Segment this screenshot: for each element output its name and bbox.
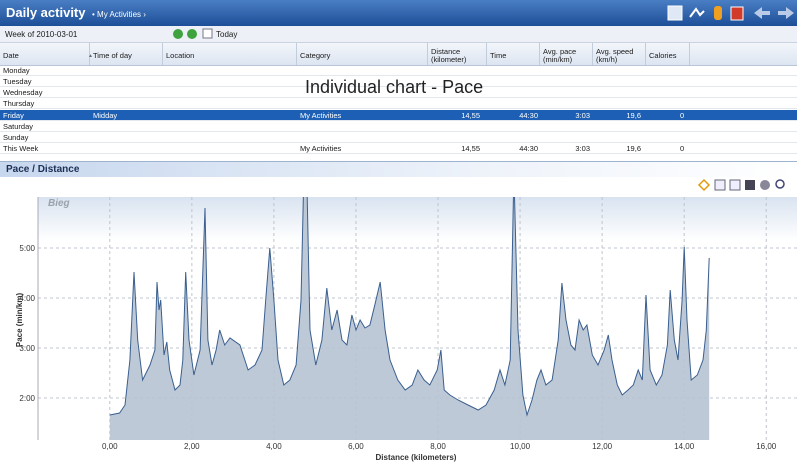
table-row[interactable]: Monday [0,65,797,76]
table-cell: Wednesday [3,88,43,97]
table-cell: Tuesday [3,77,32,86]
column-label: Time of day [93,50,132,60]
table-cell: Saturday [3,122,34,131]
graph-tool[interactable] [729,179,741,191]
x-tick-label: 4,00 [266,442,282,451]
table-row[interactable]: Thursday [0,98,797,109]
column-label: Category [300,50,331,60]
table-cell: 3:03 [575,111,590,120]
area-fill [109,197,710,440]
week-label: Week of 2010-03-01 [5,30,78,39]
table-row[interactable]: Saturday [0,121,797,132]
x-tick-label: 6,00 [348,442,364,451]
table-cell: 0 [680,111,685,120]
y-tick-label: 4:00 [19,294,35,303]
table-body: Monday Tuesday Wednesday Thursday Friday Midd… [0,65,797,159]
column-header[interactable]: Avg. speed (km/h) [593,43,646,65]
table-cell: Monday [3,66,30,75]
today-button[interactable]: Today [216,30,238,39]
week-nav[interactable] [170,27,215,41]
table-cell: 44:30 [519,144,538,153]
table-row[interactable]: Sunday [0,132,797,143]
column-header[interactable]: Distance (kilometer) [428,43,487,65]
x-tick-label: 0,00 [102,442,118,451]
sort-arrow: ▲ [88,52,93,59]
table-cell: Sunday [3,133,29,142]
marker-tool[interactable] [697,178,711,192]
table-cell: 14,55 [461,111,480,120]
column-header[interactable]: Location [163,43,297,65]
y-tick-label: 5:00 [19,244,35,253]
y-axis-title: Pace (min/km) [15,293,24,348]
column-header[interactable]: Avg. pace (min/km) [540,43,593,65]
overlay-caption: Individual chart - Pace [305,77,484,97]
table-row[interactable]: Wednesday [0,87,797,98]
table-cell: This Week [3,144,39,153]
series-label: Bieg [48,198,70,209]
settings-tool[interactable] [760,180,770,190]
book-icon[interactable] [730,6,744,21]
column-header[interactable]: Time [487,43,540,65]
pace-chart: Bieg Distance (kilometers) Pace (min/km)… [15,197,797,462]
table-cell: 19,6 [626,144,641,153]
table-cell: My Activities [300,111,342,120]
person-icon[interactable] [714,6,722,20]
y-tick-label: 2:00 [19,394,35,403]
title-bar: Daily activity • My Activities › [0,0,797,26]
view-title: Daily activity [6,5,86,20]
panel-header: Pace / Distance [0,161,797,177]
x-tick-label: 12,00 [592,442,613,451]
pace-line [109,197,710,417]
table-cell: 14,55 [461,144,480,153]
table-cell: 44:30 [519,111,538,120]
table-cell: Friday [3,111,24,120]
table-cell: 3:03 [575,144,590,153]
table-row[interactable]: Friday Midday My Activities 14,55 44:30 3:03 1… [0,110,797,121]
column-label: Location [166,50,195,60]
week-toolbar: Week of 2010-03-01 Today [0,26,797,43]
table-cell: My Activities [300,144,342,153]
x-tick-label: 10,00 [510,442,531,451]
table-cell: 19,6 [626,111,641,120]
table-header: Date ▲ Time of day Location Category Distance… [0,43,797,66]
save-tool[interactable] [745,180,755,190]
next-week[interactable] [187,29,197,39]
list-icon[interactable] [667,5,683,21]
x-axis-title: Distance (kilometers) [376,453,457,462]
x-tick-label: 8,00 [430,442,446,451]
table-row[interactable]: Tuesday [0,76,797,87]
calendar-icon[interactable] [202,28,213,39]
table-cell: Midday [93,111,118,120]
back-button[interactable] [754,7,770,19]
prev-week[interactable] [173,29,183,39]
breadcrumb[interactable]: • My Activities › [92,10,146,19]
chart-tools[interactable] [695,178,797,193]
table-row[interactable]: This Week My Activities 14,55 44:30 3:03 19,6… [0,143,797,154]
panel-title: Pace / Distance [6,164,80,175]
column-header[interactable]: Time of day [90,43,163,65]
column-header[interactable]: Calories [646,43,690,65]
table-cell: 0 [680,144,685,153]
plot-area [38,197,797,440]
column-label: Date [3,50,19,60]
x-tick-label: 14,00 [674,442,695,451]
x-tick-label: 2,00 [184,442,200,451]
table-cell: Thursday [3,99,35,108]
forward-button[interactable] [778,7,794,19]
column-label: Avg. pace (min/km) [543,46,577,64]
column-header[interactable]: Date ▲ [0,43,93,65]
chart-icon[interactable] [689,7,705,18]
column-label: Time [490,50,507,60]
toolbar-icons[interactable] [660,3,797,23]
y-tick-label: 3:00 [19,344,35,353]
x-tick-label: 16,00 [756,442,777,451]
column-label: Distance (kilometer) [431,46,467,64]
column-header[interactable]: Category [297,43,428,65]
column-label: Avg. speed (km/h) [596,46,634,64]
column-label: Calories [649,50,677,60]
table-tool[interactable] [714,179,726,191]
zoom-tool[interactable] [775,179,785,189]
